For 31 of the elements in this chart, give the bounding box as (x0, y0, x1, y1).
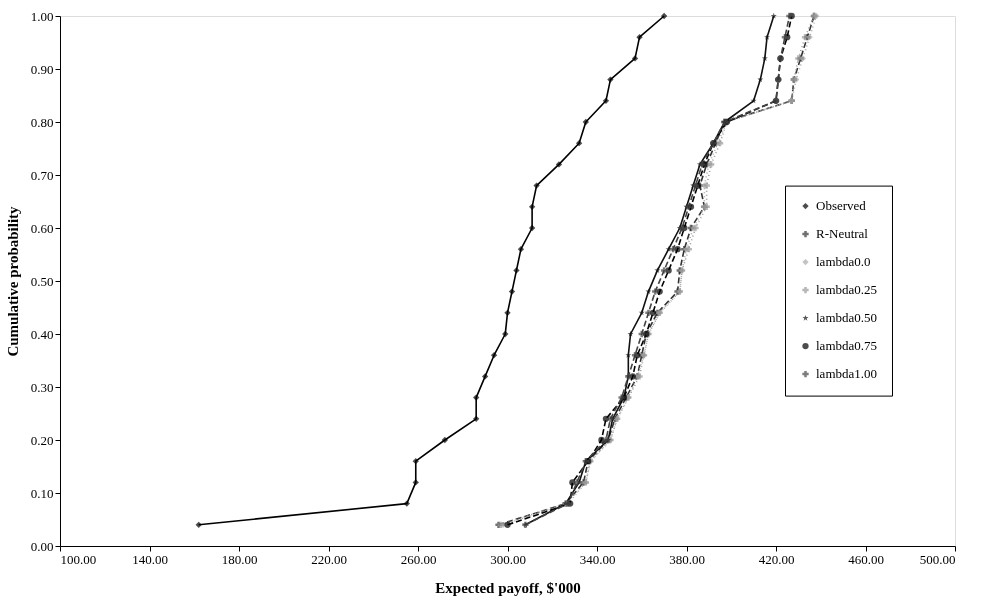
y-tick-label: 0.90 (30, 61, 54, 77)
x-tick-label: 180.00 (221, 551, 258, 567)
x-tick-label: 420.00 (758, 551, 795, 567)
y-tick-label: 0.60 (30, 220, 54, 236)
legend-label: lambda1.00 (816, 366, 878, 382)
y-tick-label: 0.70 (30, 167, 54, 183)
y-tick-label: 0.80 (30, 114, 54, 130)
x-tick-label: 460.00 (848, 551, 884, 567)
y-tick-label: 1.00 (30, 8, 54, 24)
x-tick-label: 300.00 (490, 551, 526, 567)
legend-label: lambda0.0 (816, 254, 871, 270)
y-axis-title: Cumulative probability (4, 205, 21, 357)
legend-label: lambda0.25 (816, 282, 878, 298)
x-axis-title: Expected payoff, $'000 (435, 579, 581, 596)
x-tick-label: 100.00 (60, 551, 97, 567)
y-tick-label: 0.00 (30, 538, 54, 554)
legend-label: Observed (816, 198, 867, 214)
y-tick-label: 0.10 (30, 485, 54, 501)
x-tick-label: 500.00 (919, 551, 956, 567)
legend-label: lambda0.50 (816, 310, 878, 326)
x-tick-label: 340.00 (579, 551, 616, 567)
y-tick-label: 0.20 (30, 432, 54, 448)
x-tick-label: 260.00 (400, 551, 437, 567)
legend-label: R-Neutral (816, 226, 869, 242)
legend-label: lambda0.75 (816, 338, 878, 354)
y-tick-label: 0.50 (30, 273, 54, 289)
x-tick-label: 380.00 (669, 551, 705, 567)
x-tick-label: 140.00 (132, 551, 168, 567)
y-tick-label: 0.40 (30, 326, 54, 342)
x-tick-label: 220.00 (311, 551, 347, 567)
y-tick-label: 0.30 (30, 379, 54, 395)
